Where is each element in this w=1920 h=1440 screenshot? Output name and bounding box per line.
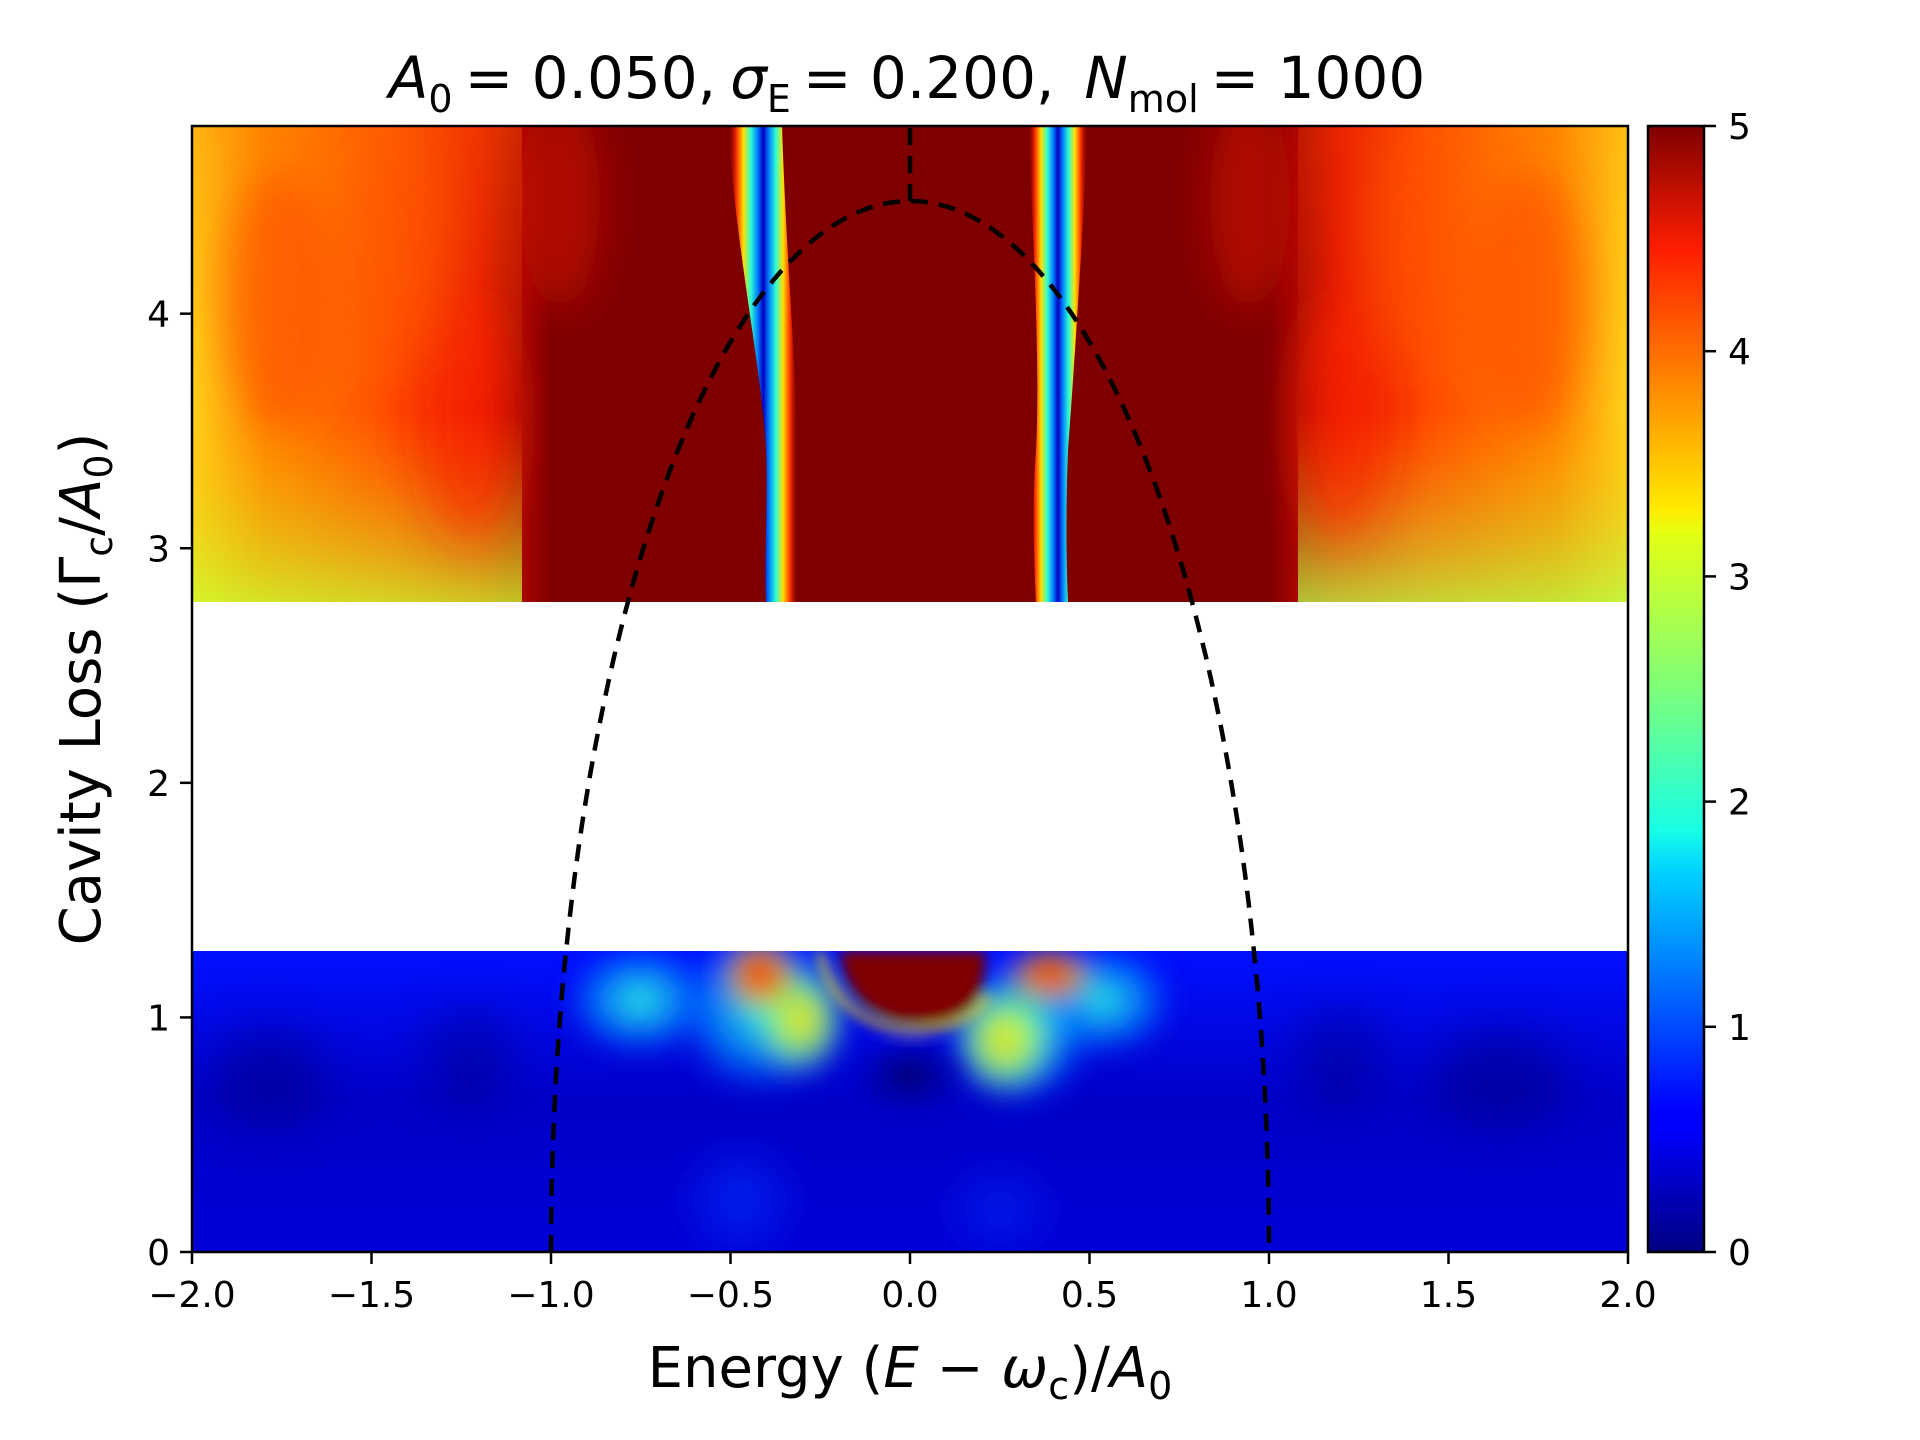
colorbar-tick-label: 4: [1728, 332, 1751, 373]
x-tick-label: −0.5: [687, 1275, 774, 1316]
y-tick-label: 3: [147, 529, 170, 570]
ylabel-slash: /: [49, 517, 114, 536]
colorbar-tick-label: 2: [1728, 783, 1751, 824]
x-tick-label: 1.5: [1420, 1275, 1477, 1316]
title-sigma-symbol: σ: [730, 44, 769, 112]
colorbar: 0 1 2 3 4 5: [1646, 107, 1751, 1274]
xlabel-prefix: Energy (: [648, 1336, 884, 1401]
xlabel-a-symbol: A: [1107, 1336, 1148, 1401]
x-tick-label: −1.0: [507, 1275, 594, 1316]
x-axis-ticks: −2.0 −1.5 −1.0 −0.5 0.0 0.5 1.0 1.5 2.0: [148, 1252, 1657, 1316]
heatmap-bottom-band: [192, 951, 1628, 1252]
dashed-boundary-curve: [548, 198, 1272, 1252]
y-tick-label: 2: [147, 764, 170, 805]
xlabel-omega-sub: c: [1048, 1364, 1069, 1408]
heatmap-top-band: [192, 126, 1628, 602]
x-tick-label: −2.0: [148, 1275, 235, 1316]
chart-title: A0 = 0.050, σE = 0.200, Nmol = 1000: [385, 44, 1426, 121]
y-axis-label: Cavity Loss (Γc/A0): [49, 433, 121, 946]
svg-text:A0= 0.050,σE= 0.200,Nmol= 1000: A0 = 0.050, σE = 0.200, Nmol = 1000: [385, 44, 1426, 121]
title-sigma-sub: E: [767, 77, 791, 121]
xlabel-mid: )/: [1069, 1336, 1110, 1401]
x-tick-label: −1.5: [328, 1275, 415, 1316]
title-n-symbol: N: [1084, 44, 1127, 112]
colorbar-tick-label: 3: [1728, 557, 1751, 598]
ylabel-a-symbol: A: [49, 479, 114, 520]
ylabel-prefix: Cavity Loss (: [49, 588, 114, 946]
colorbar-tick-label: 1: [1728, 1008, 1751, 1049]
title-a0-symbol: A: [385, 44, 429, 112]
heatmap-plot: [192, 126, 1628, 1252]
colorbar-tick-label: 5: [1728, 107, 1751, 148]
hot-pocket: [840, 951, 985, 1023]
xlabel-a-sub: 0: [1148, 1364, 1172, 1408]
colorbar-gradient: [1646, 124, 1706, 1254]
title-n-value: = 1000: [1211, 44, 1426, 112]
xlabel-e-symbol: E: [883, 1336, 919, 1401]
y-tick-label: 1: [147, 998, 170, 1039]
x-tick-label: 0.5: [1061, 1275, 1118, 1316]
ylabel-gamma-sub: c: [77, 536, 121, 557]
ylabel-gamma-symbol: Γ: [49, 557, 114, 588]
ridge-right: [1028, 126, 1088, 602]
xlabel-omega-symbol: ω: [1001, 1336, 1048, 1401]
title-a0-sub: 0: [428, 77, 452, 121]
title-sigma-value: = 0.200,: [803, 44, 1055, 112]
colorbar-tick-label: 0: [1728, 1233, 1751, 1274]
x-tick-label: 1.0: [1240, 1275, 1297, 1316]
y-tick-label: 0: [147, 1233, 170, 1274]
ridge-left: [728, 126, 799, 602]
y-axis-ticks: 0 1 2 3 4: [147, 295, 192, 1274]
title-n-sub: mol: [1128, 77, 1199, 121]
x-axis-label: Energy (E − ωc)/A0: [648, 1336, 1173, 1408]
xlabel-minus: −: [919, 1336, 1002, 1401]
x-tick-label: 2.0: [1599, 1275, 1656, 1316]
y-tick-label: 4: [147, 295, 170, 336]
ylabel-suffix: ): [49, 433, 114, 455]
x-tick-label: 0.0: [881, 1275, 938, 1316]
title-a0-value: = 0.050,: [465, 44, 717, 112]
colorbar-ticks: 0 1 2 3 4 5: [1704, 107, 1751, 1274]
ylabel-a-sub: 0: [77, 454, 121, 478]
